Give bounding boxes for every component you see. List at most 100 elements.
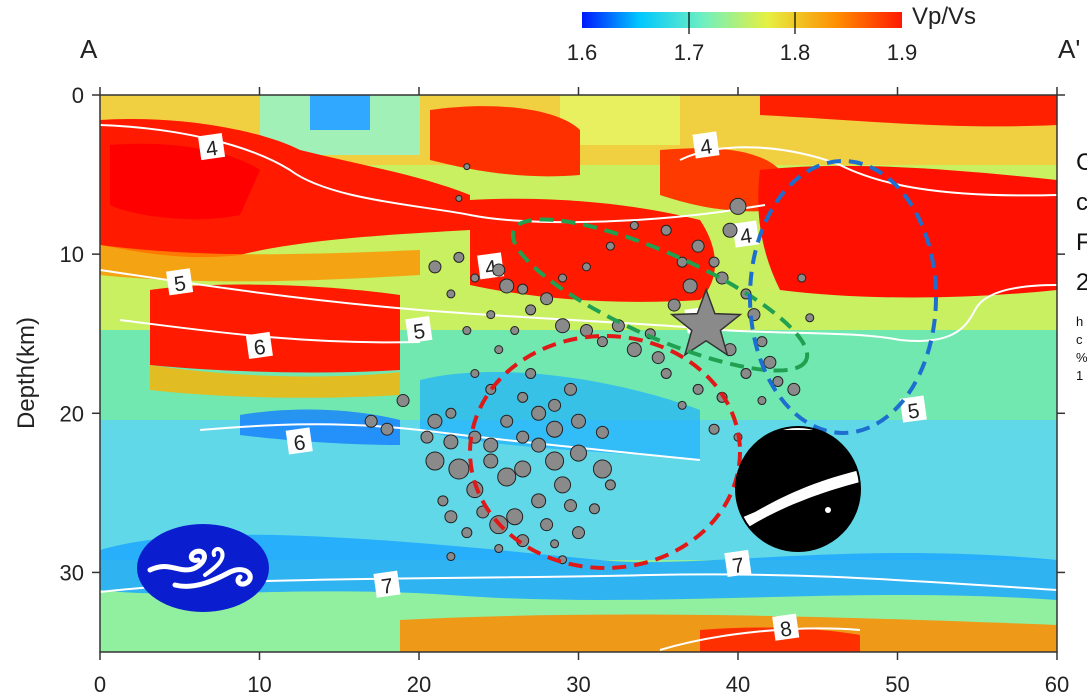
colorbar-label: Vp/Vs (912, 3, 976, 30)
colorbar: 1.6 1.7 1.8 1.9 Vp/Vs (567, 3, 976, 65)
contour-label: 7 (373, 571, 400, 599)
event-circle (495, 545, 503, 553)
event-circle (526, 305, 536, 315)
x-tick-label: 40 (726, 672, 750, 697)
event-circle (597, 337, 607, 347)
side-text: C c F 2 h c % 1 (1076, 149, 1087, 383)
event-circle (556, 319, 570, 333)
event-circle (462, 528, 472, 538)
event-circle (426, 452, 444, 470)
event-circle (464, 164, 470, 170)
event-circle (421, 431, 433, 443)
event-circle (526, 369, 536, 379)
event-circle (454, 252, 464, 262)
contour-label: 6 (286, 427, 313, 455)
event-circle (571, 445, 587, 461)
x-tick-label: 0 (94, 672, 106, 697)
colorbar-tick-label: 1.9 (887, 40, 918, 65)
colorbar-tick-label: 1.8 (780, 40, 811, 65)
event-circle (532, 494, 546, 508)
contour-label: 6 (246, 332, 273, 360)
event-circle (661, 369, 671, 379)
event-circle (582, 263, 590, 271)
event-circle (447, 290, 455, 298)
event-circle (532, 438, 546, 452)
event-circle (381, 423, 393, 435)
side-text-line: c (1076, 189, 1087, 216)
event-circle (652, 352, 664, 364)
event-circle (365, 415, 377, 427)
contour-label: 4 (732, 221, 759, 249)
event-circle (806, 314, 814, 322)
contour-label: 7 (724, 550, 751, 578)
event-circle (547, 421, 563, 437)
event-circle (484, 438, 498, 452)
event-circle (730, 198, 746, 214)
contour-label: 8 (772, 614, 799, 642)
event-circle (541, 293, 553, 305)
event-circle (596, 426, 608, 438)
event-circle (511, 327, 519, 335)
event-circle (709, 257, 719, 267)
side-text-line: 2 (1076, 269, 1087, 296)
event-circle (518, 284, 528, 294)
event-circle (741, 369, 751, 379)
event-circle (447, 553, 455, 561)
event-circle (501, 415, 513, 427)
event-circle (630, 221, 638, 229)
x-tick-label: 60 (1045, 672, 1069, 697)
event-circle (692, 240, 704, 252)
x-tick-label: 20 (407, 672, 431, 697)
side-text-line: F (1076, 229, 1087, 256)
side-text-small: % (1076, 350, 1087, 365)
event-circle (487, 311, 495, 319)
event-circle (471, 370, 479, 378)
event-circle (515, 461, 531, 477)
event-circle (493, 264, 505, 276)
contour-label: 4 (692, 131, 719, 159)
event-circle (484, 454, 498, 468)
y-tick-label: 0 (72, 83, 84, 108)
event-circle (498, 468, 516, 486)
y-axis-label: Depth(km) (13, 317, 40, 429)
event-circle (518, 392, 528, 402)
event-circle (541, 519, 553, 531)
y-tick-label: 30 (60, 560, 84, 585)
contour-label: 5 (900, 396, 927, 424)
event-circle (709, 424, 719, 434)
y-tick-label: 20 (60, 401, 84, 426)
event-circle (683, 279, 697, 293)
event-circle (693, 384, 703, 394)
side-text-small: 1 (1076, 368, 1083, 383)
event-circle (606, 242, 614, 250)
event-circle (798, 274, 806, 282)
event-circle (559, 274, 567, 282)
event-circle (507, 509, 523, 525)
event-circle (565, 500, 577, 512)
event-circle (589, 504, 599, 514)
side-text-small: c (1076, 332, 1083, 347)
colorbar-tick-label: 1.7 (674, 40, 705, 65)
event-circle (397, 395, 409, 407)
colorbar-gradient (582, 12, 902, 28)
event-circle (532, 406, 546, 420)
side-text-line: C (1076, 149, 1087, 176)
event-circle (661, 225, 671, 235)
event-circle (627, 343, 641, 357)
cwb-logo (137, 524, 269, 612)
event-circle (764, 356, 776, 368)
event-circle (546, 452, 564, 470)
x-tick-label: 10 (247, 672, 271, 697)
event-circle (549, 399, 561, 411)
contour-label: 5 (166, 268, 193, 296)
event-circle (565, 383, 577, 395)
event-circle (471, 274, 479, 282)
event-circle (517, 431, 529, 443)
side-text-small: h (1076, 314, 1083, 329)
event-circle (456, 195, 462, 201)
event-circle (678, 401, 686, 409)
event-circle (572, 414, 586, 428)
event-circle (463, 327, 471, 335)
event-circle (593, 460, 611, 478)
